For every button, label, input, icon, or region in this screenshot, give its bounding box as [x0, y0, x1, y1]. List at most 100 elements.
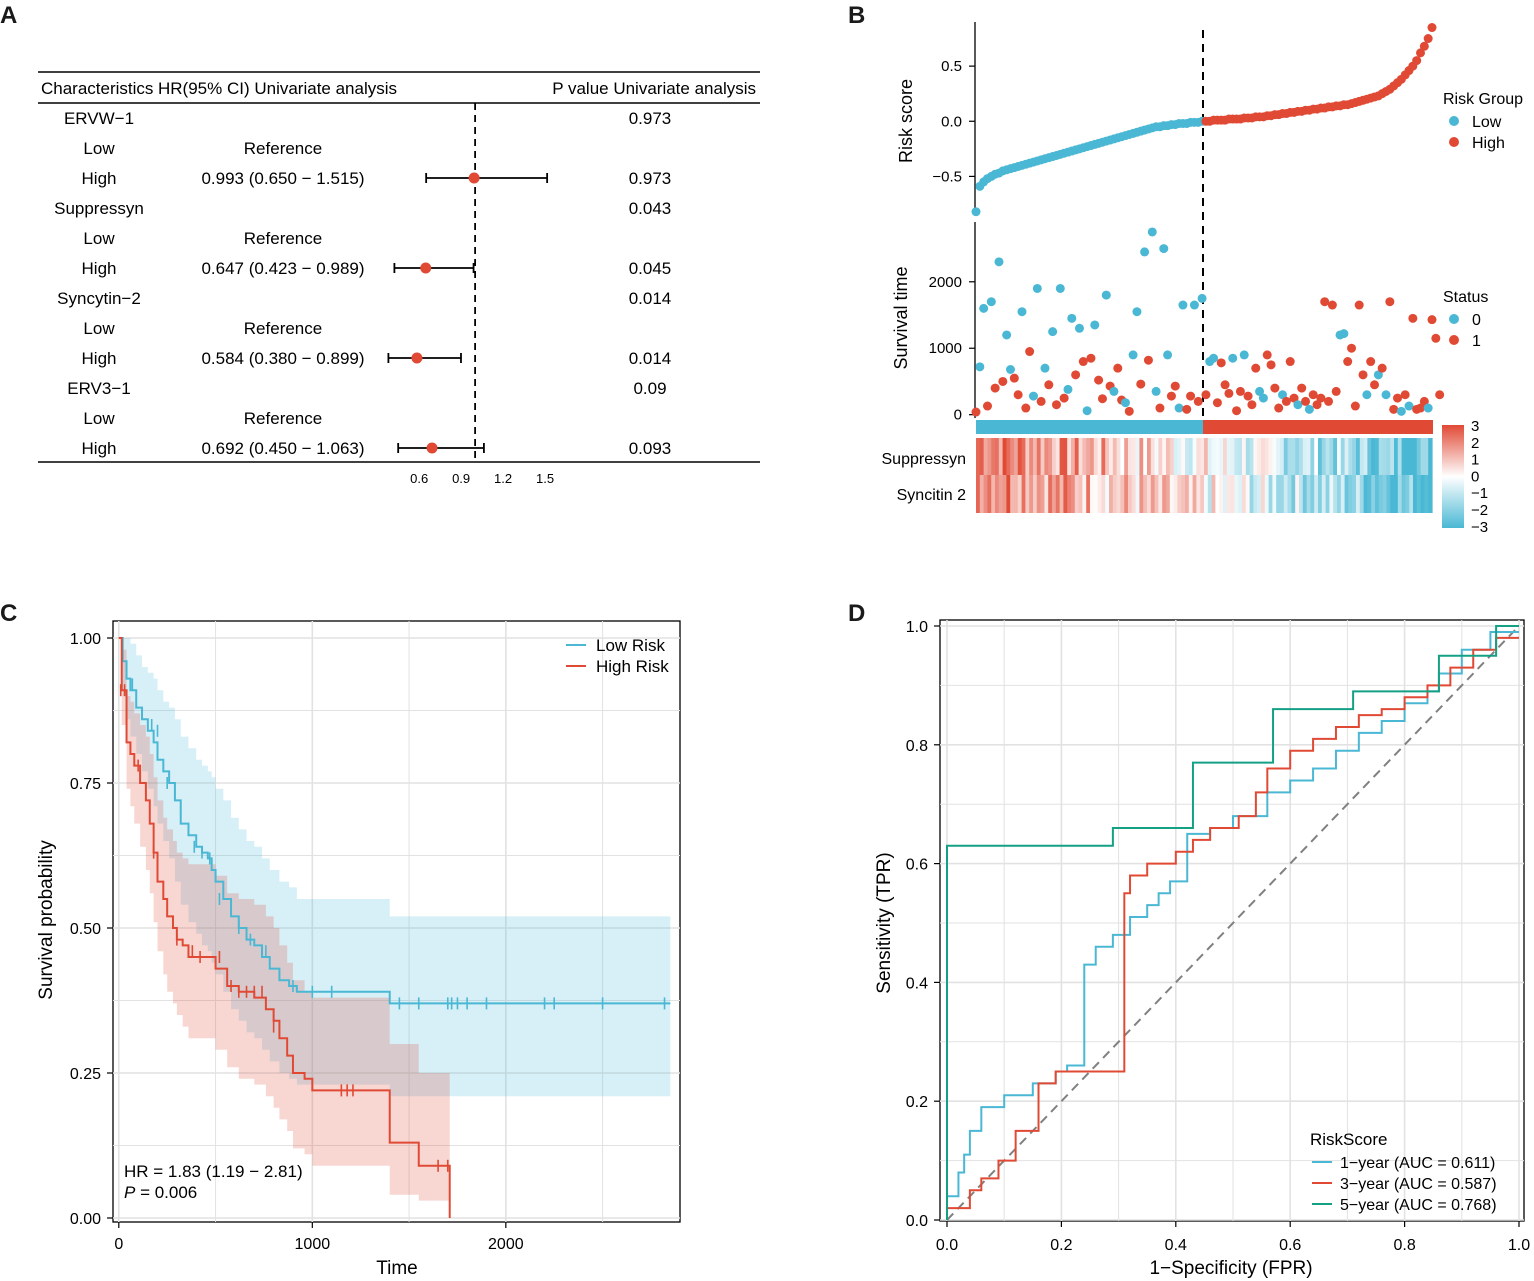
forest-x-tick-label: 0.6 [410, 471, 428, 486]
risk-point [1419, 41, 1429, 51]
roc-x-tick-label: 0.0 [936, 1237, 958, 1254]
roc-curves [946, 625, 1519, 1220]
survival-point [1408, 313, 1418, 323]
heatmap-cell [1416, 475, 1422, 513]
survival-point [1082, 406, 1092, 416]
heatmap-cell [1033, 475, 1038, 513]
forest-header-characteristics: Characteristics [41, 79, 153, 98]
km-legend-low-label: Low Risk [596, 636, 665, 655]
heatmap-cell [1318, 438, 1323, 475]
heatmap-cell [1101, 475, 1106, 513]
heatmap-cell [1348, 438, 1353, 475]
heatmap-cell [995, 438, 1000, 475]
heatmap-cell [1052, 438, 1057, 475]
survival-point [1427, 315, 1437, 325]
survival-point [1021, 403, 1031, 413]
roc-y-tick-label: 0.2 [906, 1094, 928, 1111]
heatmap-cell [1356, 475, 1361, 513]
survival-point [1362, 390, 1372, 400]
survival-point [1220, 380, 1230, 390]
roc-legend: 1−year (AUC = 0.611) 3−year (AUC = 0.587)… [1312, 1155, 1497, 1214]
km-x-tick-label: 2000 [488, 1236, 524, 1253]
km-y-tick-label: 0.00 [70, 1211, 101, 1228]
heatmap-cell [976, 438, 981, 475]
survival-point [1212, 398, 1222, 408]
heatmap-cell [1181, 438, 1186, 475]
heatmap-cell [1029, 475, 1034, 513]
heatmap-cell [1234, 475, 1239, 513]
survival-point [1147, 227, 1157, 237]
heatmap-cell [1143, 438, 1148, 475]
roc-legend-label: 3−year (AUC = 0.587) [1340, 1176, 1497, 1193]
forest-level-label: Low [83, 139, 115, 158]
heatmap-cell [1192, 438, 1197, 475]
survival-point [1201, 390, 1211, 400]
survival-point [1097, 394, 1107, 404]
heatmap-cell [1242, 475, 1247, 513]
heatmap-cell [1025, 438, 1030, 475]
heatmap-cell [1120, 438, 1125, 475]
survival-point [1262, 350, 1272, 360]
heatmap-cell [1204, 438, 1209, 475]
survival-point [1435, 390, 1445, 400]
km-y-tick-label: 0.25 [70, 1066, 101, 1083]
risk-point [1427, 23, 1437, 33]
forest-header-hr: HR(95% CI) Univariate analysis [158, 79, 397, 98]
forest-point-estimate [426, 442, 438, 454]
heatmap-cell [1162, 475, 1167, 513]
survival-point [1373, 370, 1383, 380]
survival-point [1216, 358, 1226, 368]
survival-y-axis-label: Survival time [891, 266, 911, 369]
heatmap-cell [1295, 475, 1300, 513]
heatmap-row-label-syncitin2: Syncitin 2 [897, 487, 966, 504]
heatmap-cell [1253, 438, 1258, 475]
heatmap-cell [1040, 475, 1045, 513]
survival-y-ticks: 2000 1000 0 [929, 274, 975, 424]
heatmap-cell [1116, 475, 1121, 513]
heatmap-cell [1394, 475, 1399, 513]
survival-point [1017, 307, 1027, 317]
heatmap-cell [1375, 475, 1380, 513]
heatmap-cell [1177, 475, 1182, 513]
heatmap-cell [1211, 438, 1216, 475]
heatmap-cell [1242, 438, 1247, 475]
heatmap-cell [1268, 438, 1273, 475]
survival-point [1170, 381, 1180, 391]
heatmap-cell [1128, 475, 1133, 513]
heatmap-cell [1048, 438, 1053, 475]
roc-x-axis-label: 1−Specificity (FPR) [1149, 1258, 1312, 1279]
forest-level-label: High [82, 169, 117, 188]
survival-point [1255, 386, 1265, 396]
forest-p-value: 0.09 [633, 379, 666, 398]
heatmap-cell [1287, 438, 1292, 475]
heatmap-cell [1090, 438, 1095, 475]
heatmap-cell [1276, 438, 1281, 475]
heatmap-cell [1154, 475, 1159, 513]
km-p-annotation: P = 0.006 [124, 1183, 197, 1202]
survival-point [1347, 343, 1357, 353]
survival-point [1140, 247, 1150, 257]
heatmap-cell [1036, 438, 1042, 475]
heatmap-cell [1215, 438, 1220, 475]
heatmap-cell [1261, 475, 1266, 513]
heatmap-cell [1238, 438, 1243, 475]
survival-point [1285, 357, 1295, 367]
heatmap-cell [1272, 475, 1277, 513]
heatmap-cell [1135, 475, 1140, 513]
forest-hr-text: Reference [244, 139, 322, 158]
forest-p-value: 0.014 [629, 349, 672, 368]
heatmap-cell [1093, 438, 1099, 475]
survival-point [1113, 363, 1123, 373]
survival-point [1048, 327, 1058, 337]
heatmap-cell [1245, 438, 1251, 475]
survival-point [1009, 373, 1019, 383]
forest-level-label: High [82, 439, 117, 458]
survival-point [1301, 396, 1311, 406]
heatmap-cell [1310, 438, 1315, 475]
forest-x-tick-label: 0.9 [452, 471, 470, 486]
roc-x-tick-label: 0.4 [1165, 1237, 1187, 1254]
km-curve [118, 637, 671, 1005]
heatmap-cell [1036, 475, 1042, 513]
heatmap-cell [1002, 438, 1007, 475]
